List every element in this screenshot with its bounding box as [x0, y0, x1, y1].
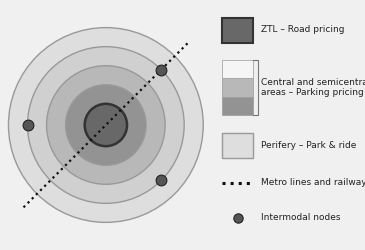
Circle shape	[8, 28, 203, 222]
Bar	[222, 97, 253, 115]
Point	[158, 178, 164, 182]
Bar	[222, 60, 253, 78]
Circle shape	[66, 85, 146, 165]
Circle shape	[47, 66, 165, 184]
Text: ZTL – Road pricing: ZTL – Road pricing	[261, 26, 344, 35]
Text: Metro lines and railways: Metro lines and railways	[261, 178, 365, 187]
Point	[158, 68, 164, 71]
Text: Central and semicentral
areas – Parking pricing: Central and semicentral areas – Parking …	[261, 78, 365, 97]
Bar	[222, 132, 253, 158]
Point	[24, 123, 30, 127]
Circle shape	[85, 104, 127, 146]
Circle shape	[27, 47, 184, 203]
Text: Intermodal nodes: Intermodal nodes	[261, 213, 340, 222]
Bar	[222, 18, 253, 42]
Text: Perifery – Park & ride: Perifery – Park & ride	[261, 140, 356, 149]
Point	[235, 216, 241, 220]
Bar	[222, 78, 253, 97]
